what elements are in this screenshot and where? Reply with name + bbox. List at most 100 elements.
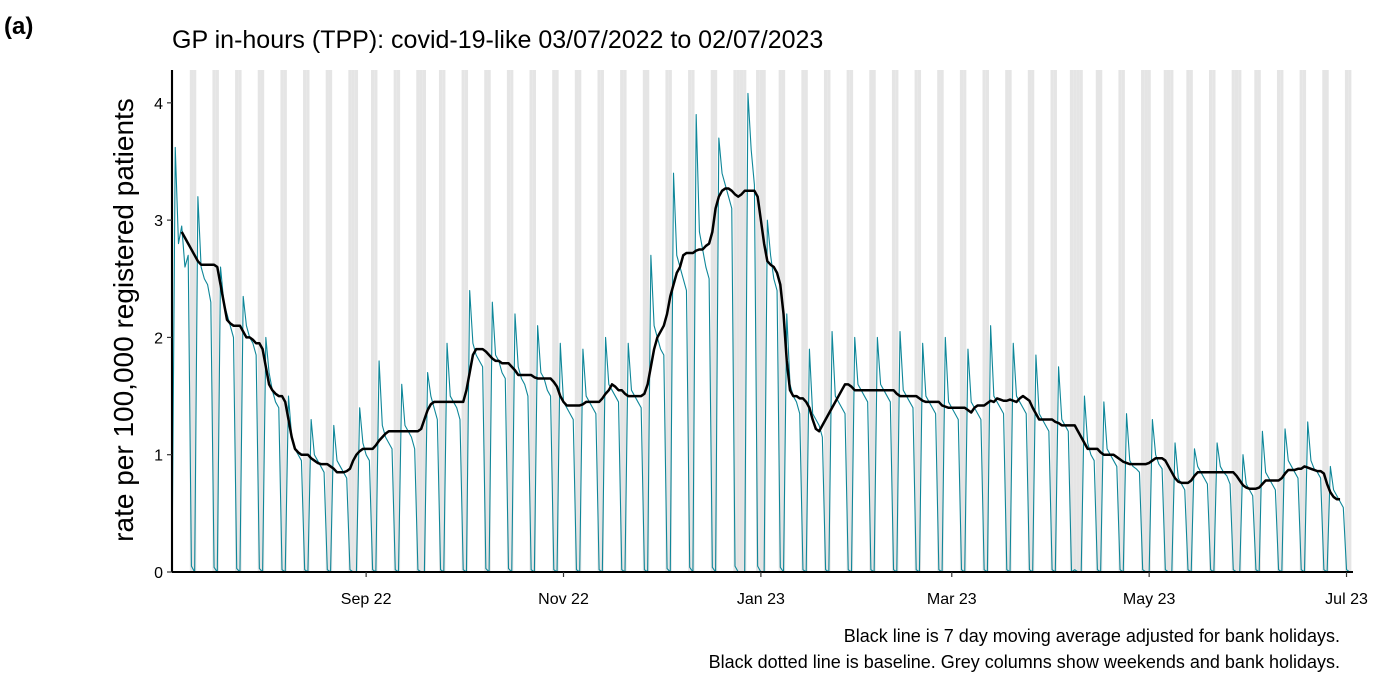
bank-holiday-column — [743, 70, 747, 572]
weekend-column — [238, 70, 242, 572]
weekend-column — [416, 70, 420, 572]
chart-title: GP in-hours (TPP): covid-19-like 03/07/2… — [172, 26, 823, 54]
weekend-column — [532, 70, 537, 572]
weekend-column — [555, 70, 559, 572]
weekend-column — [646, 70, 650, 572]
x-tick-label: May 23 — [1123, 591, 1176, 608]
weekend-column — [895, 70, 899, 572]
weekend-column — [1344, 70, 1349, 572]
weekend-column — [260, 70, 265, 572]
weekend-column — [529, 70, 533, 572]
weekend-column — [1234, 70, 1239, 572]
x-tick-label: Nov 22 — [538, 591, 589, 608]
weekend-column — [461, 70, 465, 572]
bank-holiday-column — [1170, 70, 1174, 572]
shading-layer — [170, 70, 1352, 572]
weekend-column — [303, 70, 307, 572]
weekend-column — [487, 70, 491, 572]
weekend-column — [396, 70, 401, 572]
weekend-column — [280, 70, 284, 572]
weekend-column — [506, 70, 511, 572]
weekend-column — [306, 70, 310, 572]
y-tick-label: 2 — [154, 330, 163, 347]
weekend-column — [804, 70, 808, 572]
weekend-column — [348, 70, 352, 572]
weekend-column — [578, 70, 582, 572]
weekend-column — [510, 70, 514, 572]
weekend-column — [688, 70, 692, 572]
bank-holiday-column — [422, 70, 426, 572]
weekend-column — [419, 70, 423, 572]
weekend-column — [801, 70, 805, 572]
weekend-column — [442, 70, 446, 572]
weekend-column — [1073, 70, 1077, 572]
weekend-column — [1144, 70, 1148, 572]
weekend-column — [189, 70, 194, 572]
weekend-column — [1299, 70, 1303, 572]
weekend-column — [1189, 70, 1193, 572]
weekend-column — [937, 70, 941, 572]
axes-layer: 0 1 2 3 4 Sep 22 Nov 22 Jan 23 Mar 23 May 23 Jul 2… — [154, 70, 1368, 608]
weekend-column — [325, 70, 329, 572]
weekend-column — [869, 70, 873, 572]
series-line — [180, 187, 1341, 501]
bank-holiday-column — [1079, 70, 1083, 572]
weekend-column — [827, 70, 831, 572]
weekend-column — [438, 70, 443, 572]
weekend-column — [733, 70, 737, 572]
weekend-column — [283, 70, 287, 572]
weekend-column — [1050, 70, 1054, 572]
x-tick-label: Sep 22 — [341, 591, 392, 608]
caption: Black line is 7 day moving average adjus… — [844, 626, 1340, 646]
weekend-column — [1254, 70, 1258, 572]
weekend-column — [1280, 70, 1284, 572]
weekend-column — [1031, 70, 1035, 572]
weekend-column — [959, 70, 964, 572]
weekend-column — [374, 70, 378, 572]
weekend-column — [1008, 70, 1012, 572]
weekend-column — [759, 70, 763, 572]
bank-holiday-column — [762, 70, 766, 572]
weekend-column — [1257, 70, 1261, 572]
weekend-column — [917, 70, 922, 572]
weekend-column — [872, 70, 876, 572]
weekend-column — [846, 70, 850, 572]
weekend-column — [1186, 70, 1190, 572]
x-tick-label: Jan 23 — [737, 591, 785, 608]
weekend-column — [623, 70, 627, 572]
weekend-column — [756, 70, 760, 572]
weekend-column — [1276, 70, 1281, 572]
weekend-column — [552, 70, 556, 572]
weekend-column — [1166, 70, 1171, 572]
y-axis-label: rate per 100,000 registered patients — [108, 98, 139, 542]
weekend-column — [597, 70, 601, 572]
weekend-column — [464, 70, 469, 572]
weekend-column — [1099, 70, 1103, 572]
weekend-column — [985, 70, 989, 572]
panel-label: (a) — [4, 13, 33, 40]
y-tick-label: 0 — [154, 565, 163, 582]
weekend-column — [778, 70, 782, 572]
weekend-column — [710, 70, 714, 572]
weekend-column — [891, 70, 896, 572]
weekend-column — [1163, 70, 1167, 572]
weekend-column — [668, 70, 672, 572]
weekend-column — [940, 70, 944, 572]
weekend-column — [1005, 70, 1009, 572]
bank-holiday-column — [1238, 70, 1242, 572]
weekend-column — [257, 70, 261, 572]
weekend-column — [736, 70, 740, 572]
weekend-column — [1231, 70, 1235, 572]
y-tick-label: 3 — [154, 213, 163, 230]
weekend-column — [1095, 70, 1100, 572]
weekend-column — [328, 70, 333, 572]
weekend-column — [1325, 70, 1329, 572]
bank-holiday-column — [1069, 70, 1074, 572]
caption: Black dotted line is baseline. Grey colu… — [709, 652, 1340, 672]
weekend-column — [1121, 70, 1125, 572]
y-tick-label: 1 — [154, 448, 163, 465]
weekend-column — [574, 70, 579, 572]
y-tick-label: 4 — [154, 96, 163, 113]
weekend-column — [914, 70, 918, 572]
weekend-column — [600, 70, 604, 572]
